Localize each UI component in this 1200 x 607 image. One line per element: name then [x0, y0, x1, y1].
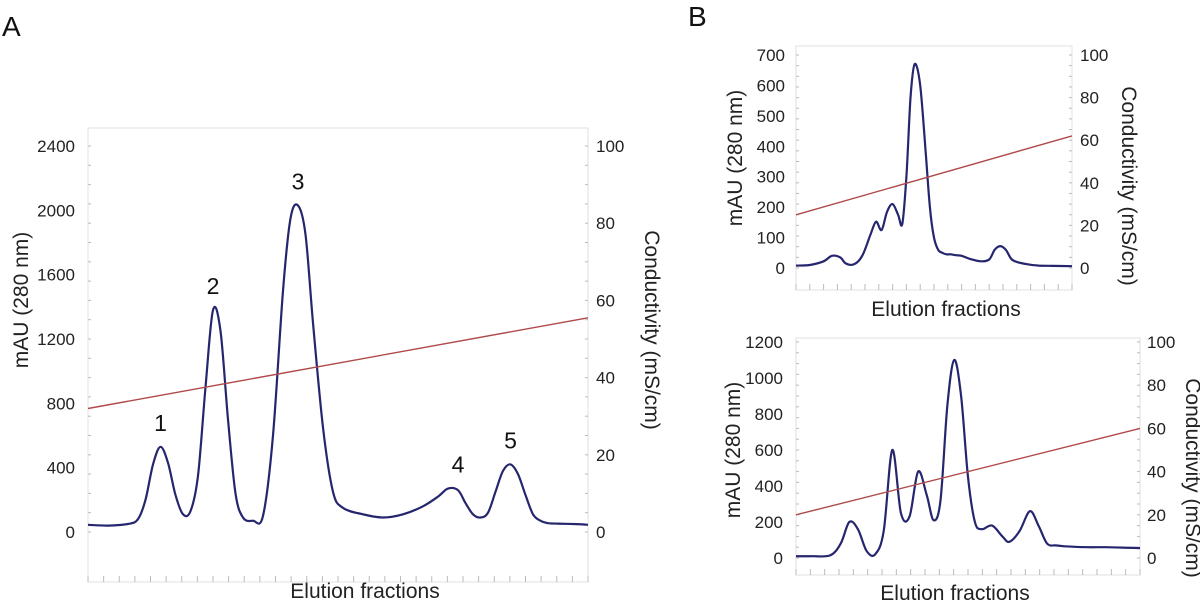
absorbance-series-line [87, 203, 589, 527]
plot-frame [87, 127, 589, 583]
y2-tick-label: 40 [596, 369, 615, 388]
y-axis-title: mAU (280 nm) [724, 90, 747, 227]
y2-tick-label: 60 [1147, 419, 1166, 438]
y-tick-label: 600 [757, 76, 785, 95]
y-tick-label: 700 [757, 46, 785, 65]
x-axis-title: Elution fractions [871, 298, 1020, 321]
peak-label-2: 2 [207, 273, 220, 299]
y-tick-label: 500 [757, 107, 785, 126]
y-tick-label: 400 [757, 137, 785, 156]
y-tick-label: 2400 [37, 137, 75, 156]
y-tick-label: 300 [757, 168, 785, 187]
y-tick-label: 800 [47, 394, 75, 413]
y2-tick-label: 0 [596, 523, 605, 542]
chart-a: 0 400 800 1200 1600 2000 2400 0 20 40 60 80 100 mAU (… [10, 127, 663, 603]
y-tick-label: 200 [755, 513, 783, 532]
x-axis-title: Elution fractions [880, 582, 1029, 605]
y2-axis-title: Conductivity (mS/cm) [1117, 86, 1140, 286]
y2-tick-label: 60 [1080, 131, 1099, 150]
panel-label-b: B [688, 1, 707, 32]
y2-tick-label: 80 [1147, 376, 1166, 395]
x-axis-title: Elution fractions [290, 580, 439, 603]
panel-label-a: A [2, 11, 21, 42]
y-tick-label: 2000 [37, 201, 75, 220]
y2-tick-label: 80 [596, 214, 615, 233]
y2-axis-title: Conductivity (mS/cm) [1181, 378, 1200, 578]
y-tick-label: 1200 [37, 330, 75, 349]
y-tick-label: 400 [47, 459, 75, 478]
y2-tick-label: 100 [596, 137, 624, 156]
y-tick-label: 0 [776, 259, 785, 278]
conductivity-series-line [87, 317, 589, 410]
y2-tick-label: 20 [596, 446, 615, 465]
y-tick-label: 1000 [745, 369, 783, 388]
y2-tick-label: 80 [1080, 89, 1099, 108]
y-tick-label: 400 [755, 477, 783, 496]
y-tick-label: 1200 [745, 333, 783, 352]
chart-b2: 0 200 400 600 800 1000 1200 0 20 40 60 80 100 mAU (28… [722, 333, 1200, 605]
chart-b1: 0 100 200 300 400 500 600 700 0 20 40 60 80 100 mAU (2… [724, 45, 1140, 321]
y-tick-label: 1600 [37, 266, 75, 285]
conductivity-series-line [795, 135, 1073, 216]
absorbance-series-line [795, 62, 1073, 268]
y2-tick-label: 40 [1080, 174, 1099, 193]
peak-label-3: 3 [292, 169, 305, 195]
y-axis-title: mAU (280 nm) [722, 382, 745, 519]
y-tick-label: 800 [755, 405, 783, 424]
y-tick-label: 600 [755, 441, 783, 460]
y2-tick-label: 0 [1080, 259, 1089, 278]
absorbance-series-line [795, 358, 1141, 558]
y2-tick-label: 100 [1147, 333, 1175, 352]
peak-label-1: 1 [154, 410, 167, 436]
y2-tick-label: 20 [1147, 506, 1166, 525]
y-tick-label: 0 [774, 549, 783, 568]
plot-frame [795, 45, 1073, 291]
y2-tick-label: 0 [1147, 549, 1156, 568]
peak-label-5: 5 [504, 427, 517, 453]
y2-axis-title: Conductivity (mS/cm) [640, 230, 663, 430]
y-axis-title: mAU (280 nm) [10, 232, 33, 369]
y2-tick-label: 20 [1080, 216, 1099, 235]
y-tick-label: 200 [757, 198, 785, 217]
peak-label-4: 4 [452, 452, 465, 478]
plot-frame [795, 337, 1141, 576]
y2-tick-label: 60 [596, 291, 615, 310]
y2-tick-label: 40 [1147, 463, 1166, 482]
y-tick-label: 100 [757, 229, 785, 248]
conductivity-series-line [795, 427, 1141, 516]
y2-tick-label: 100 [1080, 46, 1108, 65]
y-tick-label: 0 [66, 523, 75, 542]
